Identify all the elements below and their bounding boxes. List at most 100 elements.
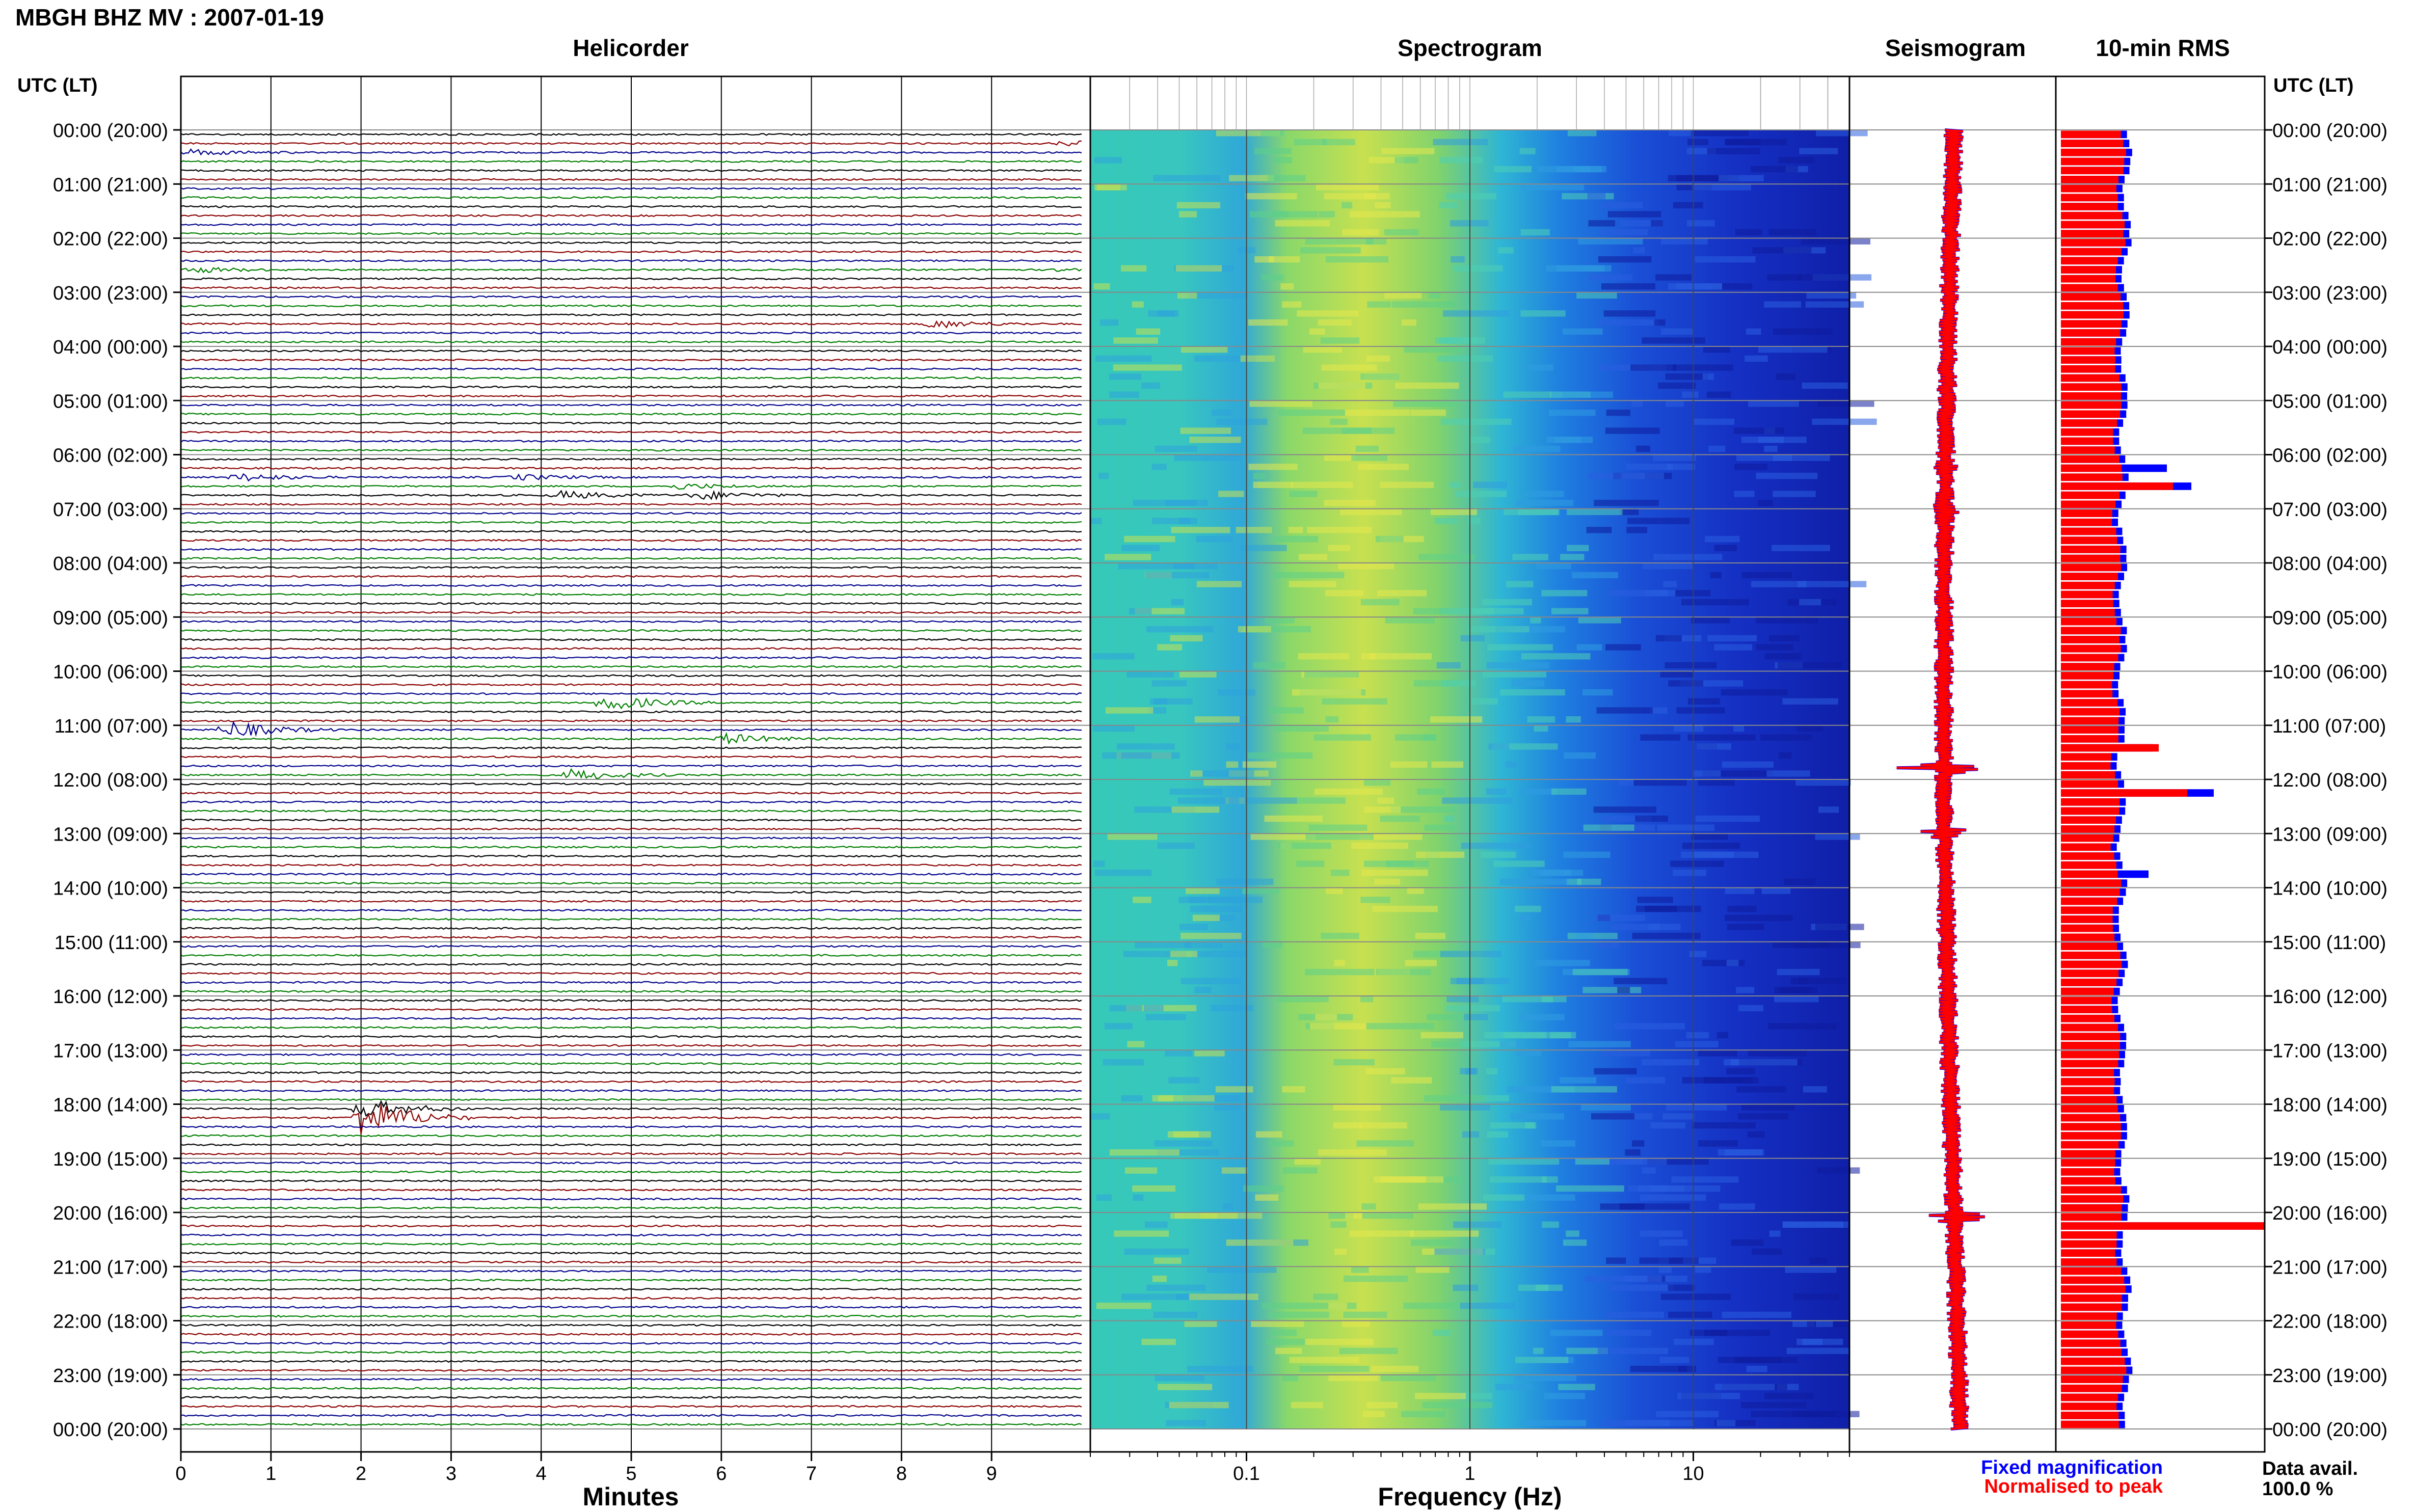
minute-tick-label: 7 [806, 1463, 817, 1484]
spectrogram-cell [1444, 815, 1455, 822]
rms-bar-normalised [2061, 843, 2111, 851]
spectrogram-cell [1266, 1338, 1307, 1345]
spectrogram-cell [1500, 689, 1565, 696]
rms-bar-normalised [2061, 302, 2124, 310]
spectrogram-cell [1127, 1041, 1145, 1047]
spectrogram-cell [1612, 924, 1681, 930]
spectrogram-cell [1487, 644, 1553, 651]
spectrogram-cell [1390, 761, 1428, 768]
spectrogram-cell [1309, 328, 1325, 335]
spectrogram-cell [1640, 734, 1680, 741]
spectrogram-cell [1282, 1167, 1318, 1174]
helicorder-trace-row [181, 277, 1082, 281]
spectrogram-cell [1758, 500, 1773, 506]
spectrogram-cell [1218, 491, 1244, 497]
spectrogram-cell [1294, 1158, 1321, 1165]
spectrogram-cell [1395, 382, 1459, 389]
spectrogram-cell [1166, 1420, 1206, 1426]
spectrogram-cell [1687, 220, 1715, 227]
spectrogram-cell [1211, 1005, 1253, 1012]
spectrogram-cell [1706, 391, 1731, 398]
rms-bar-normalised [2061, 825, 2115, 833]
spectrogram-cell [1094, 870, 1152, 876]
helicorder-trace-row [181, 259, 1082, 262]
spectrogram-cell [1777, 662, 1843, 669]
spectrogram-cell [1668, 1311, 1712, 1318]
spectrogram-cell [1668, 283, 1723, 290]
spectrogram-cell [1179, 924, 1208, 930]
spectrogram-cell [1650, 1122, 1686, 1129]
rms-bar-normalised [2061, 383, 2122, 391]
spectrogram-cell [1519, 148, 1536, 154]
spectrogram-cell [1192, 914, 1220, 922]
helicorder-trace-row [181, 845, 1082, 849]
spectrogram-cell [1682, 1077, 1753, 1084]
spectrogram-cell [1571, 572, 1618, 579]
spectrogram-cell [1381, 148, 1435, 154]
spectrogram-cell [1725, 887, 1755, 894]
spectrogram-cell [1192, 770, 1254, 777]
spectrogram-xlabel: Frequency (Hz) [1378, 1482, 1562, 1509]
spectrogram-cell [1324, 193, 1376, 200]
spectrogram-cell [1548, 409, 1596, 416]
spectrogram-cell [1316, 184, 1379, 191]
seismogram-trace [1896, 128, 1985, 1430]
spectrogram-cell [1170, 951, 1197, 957]
rms-bar-normalised [2061, 266, 2116, 274]
rms-bar-normalised [2061, 230, 2124, 237]
rms-bar-normalised [2061, 401, 2122, 409]
rms-bar-normalised [2061, 987, 2114, 995]
helicorder-trace-row [181, 990, 1082, 993]
spectrogram-cell [1362, 1212, 1413, 1219]
spectrogram-cell [1249, 400, 1312, 407]
spectrogram-cell [1366, 355, 1390, 362]
spectrogram-cell [1666, 1104, 1727, 1111]
spectrogram-cell [1575, 1158, 1610, 1165]
spectrogram-cell [1472, 698, 1498, 705]
spectrogram-cell [1768, 229, 1817, 236]
spectrogram-cell [1307, 527, 1372, 533]
spectrogram-cell [1773, 491, 1816, 497]
spectrogram-cell [1514, 1374, 1576, 1382]
spectrogram-cell [1238, 626, 1271, 633]
helicorder-trace-row [181, 638, 1082, 641]
spectrogram-cell [1590, 274, 1633, 281]
spectrogram-cell [1319, 211, 1335, 218]
hour-label-right: 23:00 (19:00) [2272, 1365, 2387, 1387]
spectrogram-cell [1446, 193, 1496, 200]
spectrogram-cell [1103, 1059, 1144, 1066]
spectrogram-cell [1714, 1384, 1775, 1390]
spectrogram-cell [1563, 851, 1611, 858]
spectrogram-cell [1812, 418, 1877, 425]
spectrogram-cell [1096, 1194, 1112, 1201]
spectrogram-title: Spectrogram [1398, 35, 1542, 61]
spectrogram-cell [1588, 220, 1616, 227]
spectrogram-cell [1263, 941, 1283, 949]
spectrogram-cell [1268, 1140, 1294, 1147]
spectrogram-cell [1360, 897, 1390, 903]
spectrogram-cell [1815, 924, 1864, 930]
spectrogram-cell [1724, 1059, 1739, 1066]
spectrogram-cell [1725, 139, 1761, 146]
spectrogram-cell [1274, 157, 1293, 164]
spectrogram-cell [1654, 319, 1666, 326]
spectrogram-cell [1605, 427, 1660, 434]
spectrogram-cell [1761, 887, 1791, 894]
rms-bar-normalised [2061, 157, 2125, 166]
spectrogram-cell [1598, 256, 1652, 263]
spectrogram-cell [1582, 987, 1642, 993]
spectrogram-cell [1446, 996, 1479, 1003]
hour-label-left: 22:00 (18:00) [53, 1311, 168, 1333]
spectrogram-cell [1656, 1411, 1719, 1417]
spectrogram-cell [1226, 1239, 1294, 1246]
frequency-tick-label: 0.1 [1233, 1463, 1260, 1484]
spectrogram-cell [1133, 500, 1197, 506]
rms-bar-normalised [2061, 482, 2173, 490]
rms-bar-normalised [2061, 1222, 2265, 1230]
spectrogram-cell [1692, 1122, 1756, 1129]
spectrogram-cell [1178, 897, 1244, 903]
spectrogram-cell [1300, 247, 1361, 254]
hour-label-right: 17:00 (13:00) [2272, 1040, 2387, 1062]
spectrogram-cell [1815, 833, 1860, 840]
spectrogram-cell [1817, 400, 1874, 407]
